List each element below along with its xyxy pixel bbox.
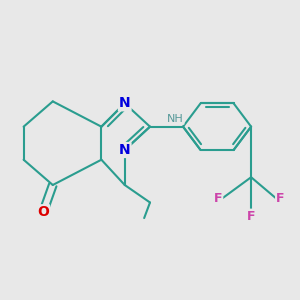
Text: F: F <box>247 210 255 223</box>
Text: F: F <box>214 192 222 205</box>
Text: N: N <box>119 143 130 157</box>
Text: NH: NH <box>167 114 184 124</box>
Text: N: N <box>119 96 130 110</box>
Text: F: F <box>276 192 284 205</box>
Text: O: O <box>37 205 49 219</box>
